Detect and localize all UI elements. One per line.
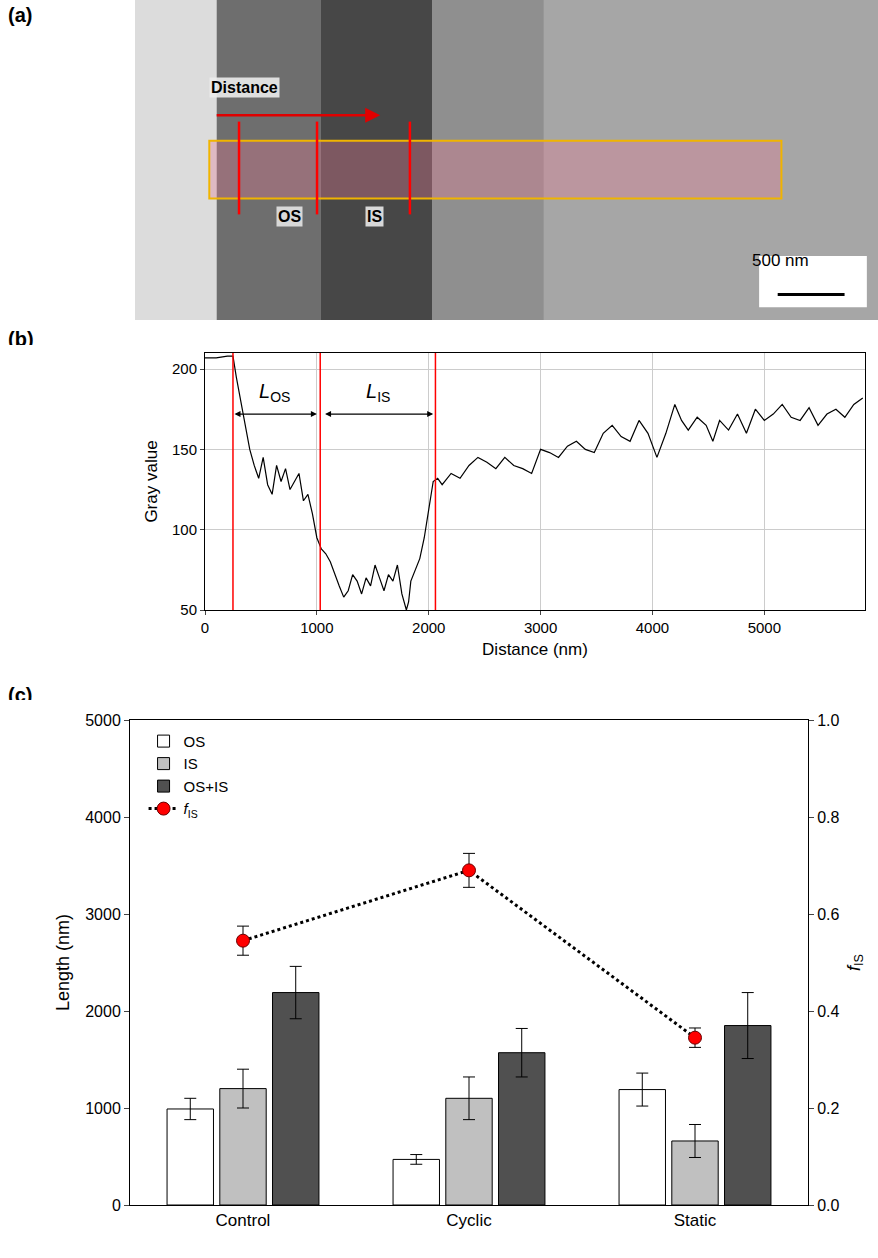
svg-text:5000: 5000 xyxy=(85,712,121,729)
svg-text:150: 150 xyxy=(172,441,197,458)
svg-text:0: 0 xyxy=(112,1197,121,1214)
svg-text:Static: Static xyxy=(674,1211,717,1230)
html-text:(a): (a) xyxy=(8,4,33,26)
svg-text:4000: 4000 xyxy=(636,619,669,636)
svg-text:IS: IS xyxy=(184,755,198,772)
svg-text:OS+IS: OS+IS xyxy=(184,778,229,795)
svg-text:5000: 5000 xyxy=(748,619,781,636)
svg-text:1000: 1000 xyxy=(85,1100,121,1117)
svg-text:Distance (nm): Distance (nm) xyxy=(482,640,588,659)
svg-text:0.6: 0.6 xyxy=(817,906,839,923)
svg-text:3000: 3000 xyxy=(524,619,557,636)
svg-text:0.4: 0.4 xyxy=(817,1003,839,1020)
svg-text:0: 0 xyxy=(201,619,209,636)
svg-text:0.2: 0.2 xyxy=(817,1100,839,1117)
svg-text:200: 200 xyxy=(172,360,197,377)
svg-text:100: 100 xyxy=(172,521,197,538)
svg-text:50: 50 xyxy=(180,601,197,618)
svg-text:L​OS​: L​OS​ xyxy=(259,380,290,405)
svg-text:1.0: 1.0 xyxy=(817,712,839,729)
svg-text:Length (nm): Length (nm) xyxy=(53,914,73,1011)
svg-text:OS: OS xyxy=(278,208,301,225)
svg-text:1000: 1000 xyxy=(300,619,333,636)
svg-text:4000: 4000 xyxy=(85,809,121,826)
svg-text:Control: Control xyxy=(216,1211,271,1230)
svg-text:IS: IS xyxy=(367,208,382,225)
svg-text:OS: OS xyxy=(184,733,206,750)
svg-text:2000: 2000 xyxy=(85,1003,121,1020)
svg-text:L​IS​: L​IS​ xyxy=(366,380,390,405)
html-text:(b): (b) xyxy=(8,328,34,350)
svg-text:Distance: Distance xyxy=(211,79,278,96)
svg-text:3000: 3000 xyxy=(85,906,121,923)
svg-text:500 nm: 500 nm xyxy=(752,251,809,270)
svg-text:Gray value: Gray value xyxy=(142,440,161,522)
svg-text:0.8: 0.8 xyxy=(817,809,839,826)
svg-text:f​IS​: f​IS​ xyxy=(184,800,198,819)
svg-text:2000: 2000 xyxy=(412,619,445,636)
svg-text:0.0: 0.0 xyxy=(817,1197,839,1214)
svg-text:Cyclic: Cyclic xyxy=(446,1211,492,1230)
svg-text:f​IS​: f​IS​ xyxy=(844,954,867,971)
html-text:(c): (c) xyxy=(8,684,33,706)
